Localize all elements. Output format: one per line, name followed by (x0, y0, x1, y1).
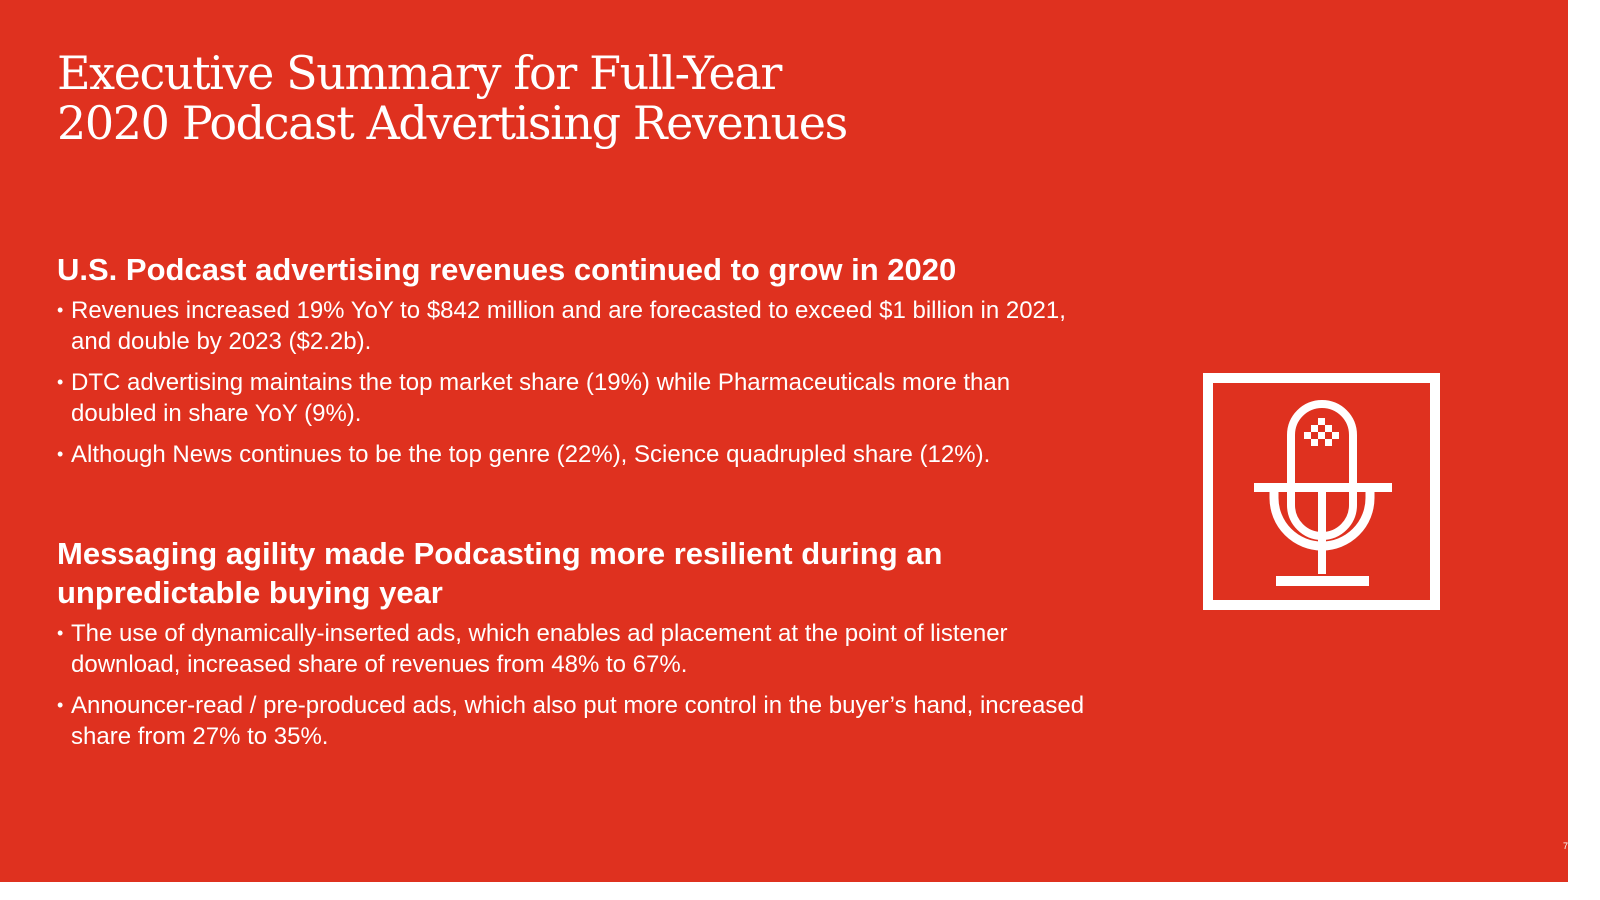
bullet-list: • The use of dynamically-inserted ads, w… (57, 618, 1097, 752)
bullet-dot: • (57, 695, 64, 715)
section-revenue-growth: U.S. Podcast advertising revenues contin… (57, 250, 1097, 480)
bullet-dot: • (57, 372, 64, 392)
bullet-dot: • (57, 623, 64, 643)
section-heading: Messaging agility made Podcasting more r… (57, 536, 943, 610)
bullet-item: • DTC advertising maintains the top mark… (57, 367, 1097, 429)
page-number: 7 (1562, 841, 1568, 851)
bullet-item: • The use of dynamically-inserted ads, w… (57, 618, 1097, 680)
bullet-text: Announcer-read / pre-produced ads, which… (71, 692, 1085, 750)
slide-title-line-2: 2020 Podcast Advertising Revenues (57, 96, 848, 150)
bullet-item: • Revenues increased 19% YoY to $842 mil… (57, 295, 1097, 357)
bullet-text: The use of dynamically-inserted ads, whi… (71, 620, 1008, 678)
section-messaging-agility: Messaging agility made Podcasting more r… (57, 534, 1097, 762)
microphone-icon (1203, 373, 1440, 610)
bullet-dot: • (57, 444, 64, 464)
section-heading: U.S. Podcast advertising revenues contin… (57, 252, 957, 287)
bullet-text: Revenues increased 19% YoY to $842 milli… (71, 297, 1066, 355)
bullet-text: DTC advertising maintains the top market… (71, 369, 1011, 427)
bullet-dot: • (57, 300, 64, 320)
slide-title: Executive Summary for Full-Year 2020 Pod… (57, 48, 1037, 148)
bullet-list: • Revenues increased 19% YoY to $842 mil… (57, 295, 1097, 470)
slide: Executive Summary for Full-Year 2020 Pod… (0, 0, 1568, 882)
slide-title-line-1: Executive Summary for Full-Year (57, 46, 782, 100)
bullet-text: Although News continues to be the top ge… (71, 441, 991, 468)
bullet-item: • Announcer-read / pre-produced ads, whi… (57, 690, 1097, 752)
bullet-item: • Although News continues to be the top … (57, 439, 1097, 470)
